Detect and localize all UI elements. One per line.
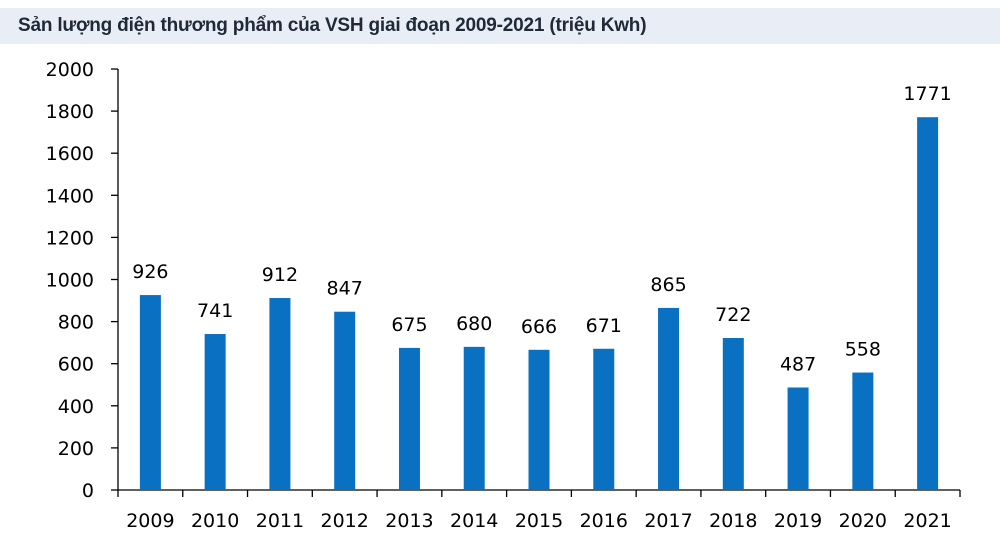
data-label-2009: 926 [132, 261, 168, 283]
y-tick-label: 600 [58, 354, 94, 376]
data-label-2010: 741 [197, 300, 233, 322]
x-tick-label: 2016 [580, 510, 628, 532]
bar-2015 [528, 349, 550, 490]
bar-2019 [787, 387, 809, 490]
x-tick-label: 2017 [644, 510, 692, 532]
bar-2020 [852, 372, 874, 490]
chart-title: Sản lượng điện thương phẩm của VSH giai … [18, 15, 647, 36]
y-tick-label: 1600 [46, 143, 94, 165]
x-tick-label: 2012 [321, 510, 369, 532]
y-tick-label: 0 [82, 480, 94, 502]
data-label-2012: 847 [327, 278, 363, 300]
bar-2021 [917, 117, 939, 490]
x-tick-label: 2018 [709, 510, 757, 532]
data-label-2021: 1771 [903, 83, 951, 105]
data-label-2014: 680 [456, 313, 492, 335]
data-label-2011: 912 [262, 264, 298, 286]
y-tick-label: 1000 [46, 270, 94, 292]
bar-2016 [593, 348, 615, 490]
y-tick-label: 400 [58, 396, 94, 418]
data-label-2015: 666 [521, 316, 557, 338]
x-axis: 2009 2010 2011 2012 2013 2014 2015 2016 2017 2018… [117, 489, 961, 532]
x-tick-label: 2013 [385, 510, 433, 532]
y-axis: 0 200 400 600 800 1000 1200 1400 1600 1800 2000 [46, 59, 119, 502]
title-bar [0, 8, 1000, 44]
x-tick-label: 2019 [774, 510, 822, 532]
bar-2013 [398, 347, 420, 490]
bar-2010 [204, 334, 226, 490]
data-label-2013: 675 [391, 314, 427, 336]
bar-2009 [139, 295, 161, 490]
data-label-2019: 487 [780, 353, 816, 375]
data-label-2016: 671 [586, 315, 622, 337]
x-tick-label: 2014 [450, 510, 498, 532]
x-tick-label: 2020 [839, 510, 887, 532]
bar-2014 [463, 346, 485, 490]
bars [139, 117, 939, 490]
x-tick-label: 2011 [256, 510, 304, 532]
y-tick-label: 2000 [46, 59, 94, 81]
data-labels: 926 741 912 847 675 680 666 671 865 722 487 558 1771 [132, 83, 952, 375]
x-tick-label: 2021 [903, 510, 951, 532]
data-label-2017: 865 [650, 274, 686, 296]
bar-2012 [334, 311, 356, 490]
data-label-2020: 558 [845, 339, 881, 361]
bar-2017 [658, 307, 680, 490]
y-tick-label: 1800 [46, 101, 94, 123]
y-tick-label: 800 [58, 312, 94, 334]
y-tick-label: 1200 [46, 227, 94, 249]
y-tick-label: 200 [58, 438, 94, 460]
x-tick-label: 2010 [191, 510, 239, 532]
y-tick-label: 1400 [46, 185, 94, 207]
x-tick-label: 2015 [515, 510, 563, 532]
x-tick-label: 2009 [126, 510, 174, 532]
data-label-2018: 722 [715, 304, 751, 326]
bar-2011 [269, 298, 291, 490]
bar-2018 [722, 338, 744, 490]
